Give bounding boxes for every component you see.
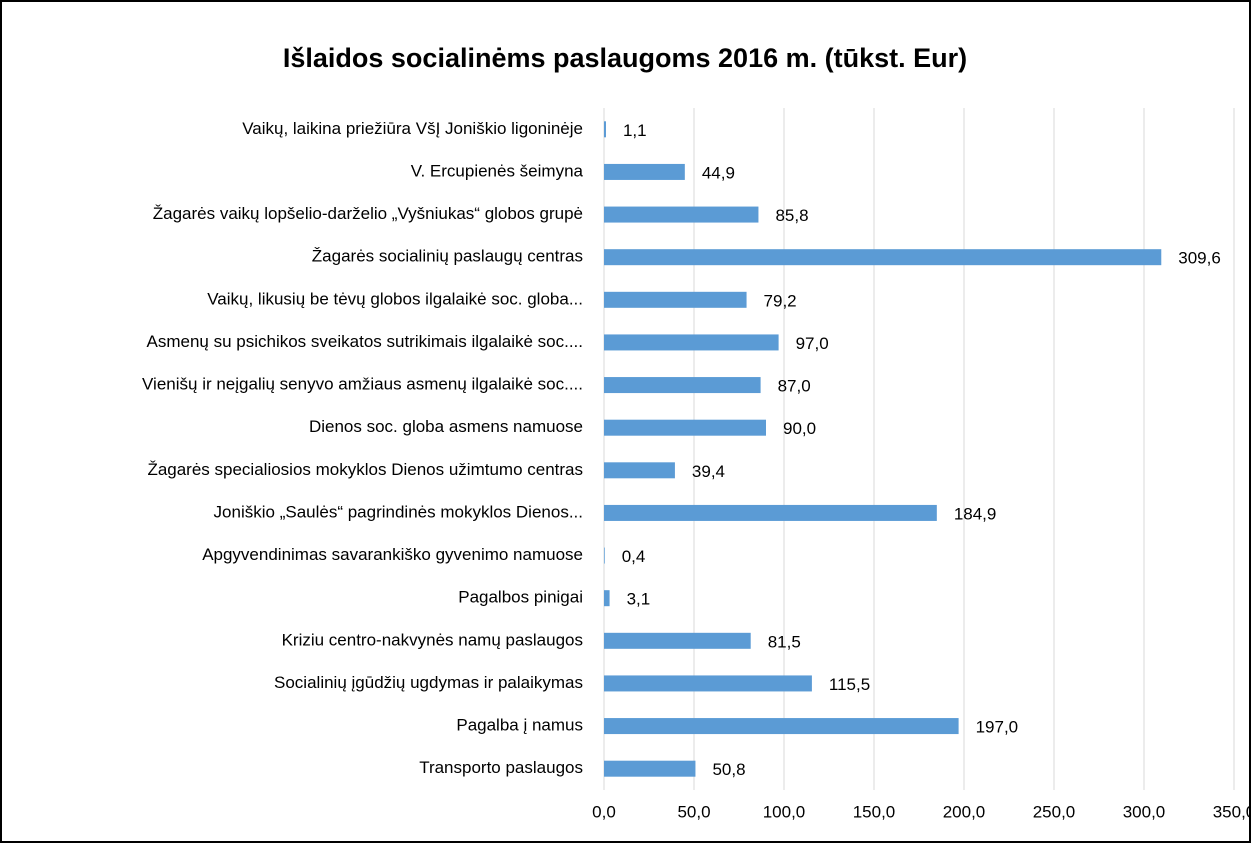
x-tick-label: 0,0 <box>592 802 616 821</box>
x-tick-label: 350,0 <box>1213 802 1251 821</box>
value-label: 50,8 <box>712 760 745 779</box>
bar <box>604 547 605 564</box>
y-tick-label: Apgyvendinimas savarankiško gyvenimo nam… <box>202 545 583 564</box>
value-label: 87,0 <box>778 377 811 396</box>
y-tick-label: Kriziu centro-nakvynės namų paslaugos <box>282 630 583 649</box>
y-tick-label: Pagalba į namus <box>456 716 583 735</box>
value-label: 44,9 <box>702 163 735 182</box>
x-tick-label: 250,0 <box>1033 802 1076 821</box>
bar <box>604 377 761 394</box>
bar <box>604 163 685 180</box>
y-tick-label: Žagarės vaikų lopšelio-darželio „Vyšniuk… <box>153 204 583 223</box>
value-label: 85,8 <box>775 206 808 225</box>
y-tick-label: Transporto paslaugos <box>419 758 583 777</box>
y-tick-label: Žagarės socialinių paslaugų centras <box>312 247 583 266</box>
value-label: 39,4 <box>692 462 725 481</box>
bar <box>604 462 675 479</box>
y-tick-label: Pagalbos pinigai <box>458 588 583 607</box>
value-label: 90,0 <box>783 419 816 438</box>
value-label: 79,2 <box>764 291 797 310</box>
bar <box>604 718 959 735</box>
x-tick-label: 300,0 <box>1123 802 1166 821</box>
y-tick-label: Vaikų, likusių be tėvų globos ilgalaikė … <box>207 289 583 308</box>
bar <box>604 249 1162 266</box>
bar <box>604 334 779 351</box>
bar <box>604 206 759 223</box>
x-tick-label: 50,0 <box>677 802 710 821</box>
value-label: 197,0 <box>976 718 1019 737</box>
chart-title: Išlaidos socialinėms paslaugoms 2016 m. … <box>283 43 967 73</box>
y-tick-label: Vienišų ir neįgalių senyvo amžiaus asmen… <box>142 375 583 394</box>
bar <box>604 121 606 138</box>
value-label: 1,1 <box>623 121 647 140</box>
y-tick-label: V. Ercupienės šeimyna <box>411 161 584 180</box>
y-tick-label: Joniškio „Saulės“ pagrindinės mokyklos D… <box>214 502 583 521</box>
x-tick-label: 100,0 <box>763 802 806 821</box>
value-label: 81,5 <box>768 632 801 651</box>
x-tick-label: 200,0 <box>943 802 986 821</box>
y-tick-label: Vaikų, laikina priežiūra VšĮ Joniškio li… <box>242 119 583 138</box>
bar <box>604 291 747 308</box>
value-label: 0,4 <box>622 547 646 566</box>
y-tick-label: Žagarės specialiosios mokyklos Dienos už… <box>147 460 583 479</box>
bar <box>604 675 812 692</box>
x-tick-label: 150,0 <box>853 802 896 821</box>
bar <box>604 419 766 436</box>
value-label: 184,9 <box>954 504 997 523</box>
bar <box>604 632 751 649</box>
y-tick-label: Asmenų su psichikos sveikatos sutrikimai… <box>147 332 584 351</box>
bar <box>604 504 937 521</box>
bar <box>604 590 610 607</box>
y-tick-label: Dienos soc. globa asmens namuose <box>309 417 583 436</box>
y-tick-label: Socialinių įgūdžių ugdymas ir palaikymas <box>274 673 583 692</box>
bar <box>604 760 696 777</box>
value-label: 97,0 <box>796 334 829 353</box>
value-label: 3,1 <box>627 590 651 609</box>
value-label: 115,5 <box>829 675 870 694</box>
value-label: 309,6 <box>1178 249 1221 268</box>
